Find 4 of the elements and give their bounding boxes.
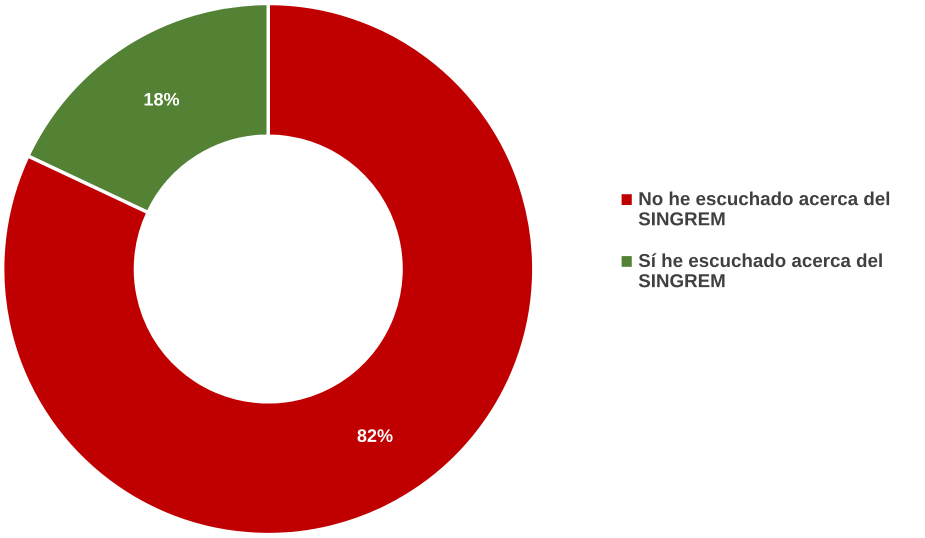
data-label: 82% <box>357 429 393 442</box>
legend-label: Sí he escuchado acerca del SINGREM <box>638 253 882 288</box>
legend-label: No he escuchado acerca del SINGREM <box>638 192 890 226</box>
data-label: 18% <box>144 92 180 106</box>
